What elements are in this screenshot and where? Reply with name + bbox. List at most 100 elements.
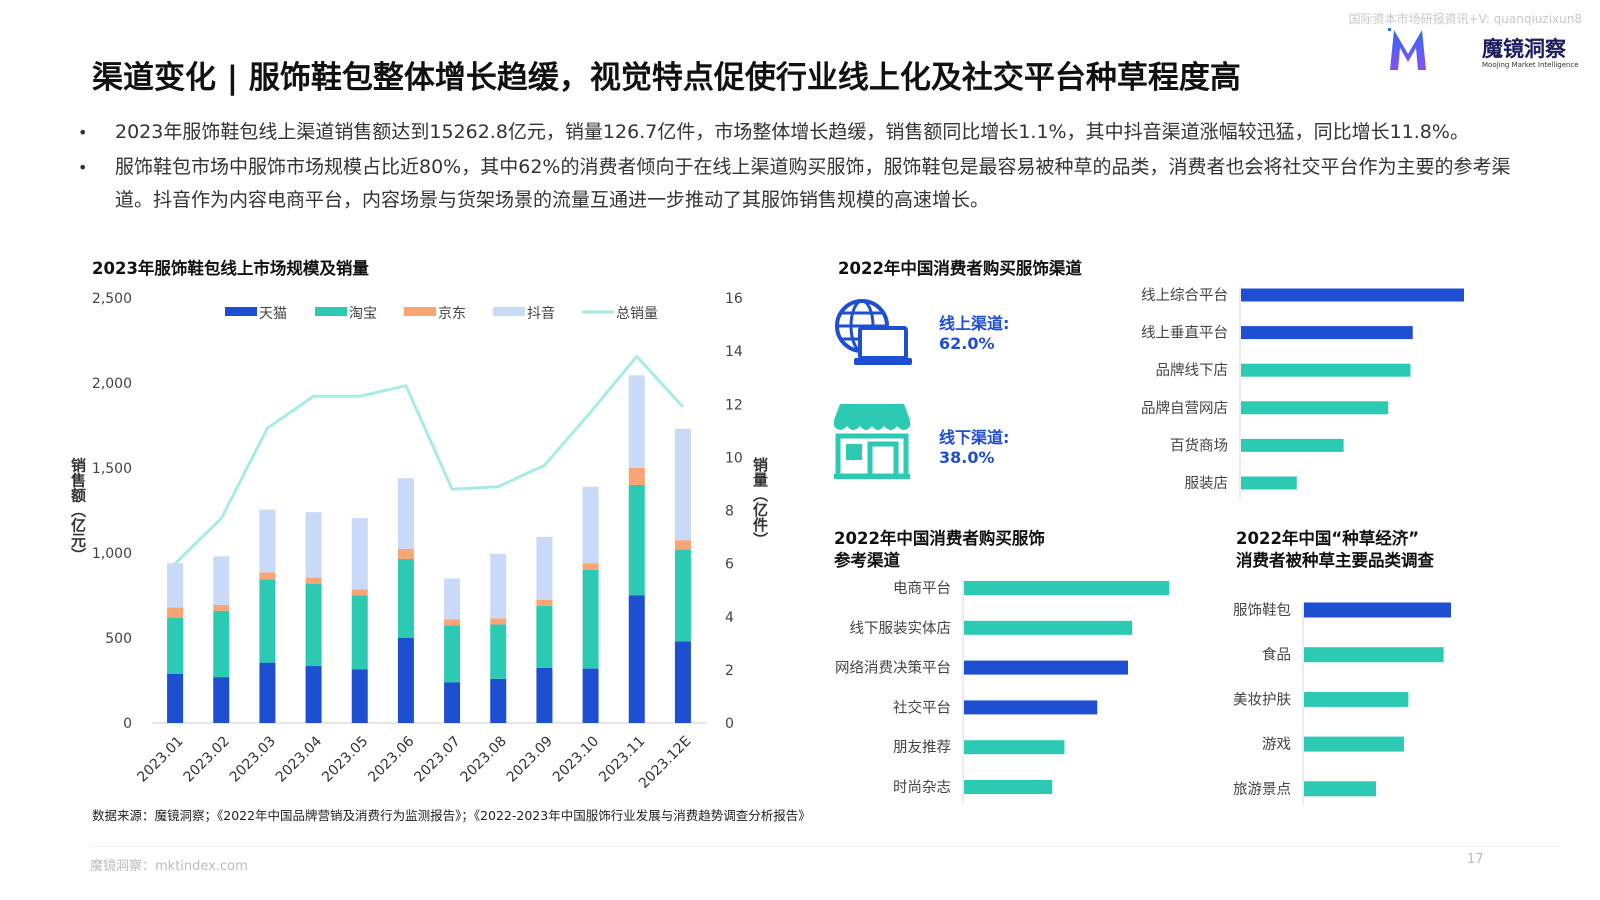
- category-label: 品牌自营网店: [1141, 400, 1228, 417]
- y2-tick-label: 10: [725, 450, 743, 466]
- bar-segment: [628, 595, 645, 723]
- category-label: 社交平台: [893, 698, 951, 716]
- bar: [964, 700, 1098, 715]
- bar-segment: [397, 478, 414, 549]
- y2-tick-label: 14: [725, 344, 743, 360]
- y-tick-label: 500: [105, 631, 132, 647]
- channel-chart-title: 2022年中国消费者购买服饰渠道: [838, 259, 1082, 278]
- x-tick-label: 2023.03: [227, 733, 279, 785]
- category-label: 美妆护肤: [1233, 691, 1291, 708]
- laptop-globe-icon: [835, 299, 912, 365]
- y-tick-label: 0: [123, 716, 132, 732]
- x-tick-label: 2023.07: [411, 733, 463, 785]
- logo-subtitle: Moojing Market Intelligence: [1482, 61, 1579, 69]
- y-axis-title: 销售额（亿元）: [69, 457, 87, 563]
- bar: [1241, 288, 1464, 302]
- bar-segment: [351, 669, 368, 723]
- x-tick-label: 2023.06: [365, 733, 417, 785]
- legend-label: 天猫: [259, 306, 287, 322]
- y-tick-label: 2,500: [92, 291, 132, 307]
- reference-chart-title-line2: 参考渠道: [834, 551, 900, 570]
- bar-segment: [167, 673, 184, 723]
- bar-segment: [582, 486, 599, 564]
- bar: [1304, 647, 1444, 663]
- offline-channel-value: 38.0%: [939, 448, 995, 467]
- y2-tick-label: 2: [725, 663, 734, 679]
- legend-label: 总销量: [616, 306, 658, 322]
- bar-segment: [305, 666, 322, 723]
- y2-tick-label: 16: [725, 291, 743, 307]
- bullet-list: • 2023年服饰鞋包线上渠道销售额达到15262.8亿元，销量126.7亿件，…: [78, 116, 1528, 219]
- category-label: 旅游景点: [1233, 781, 1291, 798]
- bar: [1241, 438, 1344, 452]
- bar-segment: [444, 625, 461, 683]
- bar-segment: [397, 548, 414, 559]
- x-tick-label: 2023.01: [134, 733, 186, 785]
- bar-segment: [536, 599, 553, 606]
- bar-segment: [213, 610, 230, 678]
- bar-segment: [536, 536, 553, 600]
- bar: [964, 620, 1133, 635]
- legend-swatch: [225, 307, 257, 316]
- x-tick-label: 2023.02: [181, 733, 233, 785]
- bar-segment: [305, 512, 322, 578]
- bar-segment: [213, 677, 230, 723]
- bar-segment: [536, 605, 553, 668]
- bar-segment: [167, 563, 184, 608]
- bullet-item: • 2023年服饰鞋包线上渠道销售额达到15262.8亿元，销量126.7亿件，…: [78, 116, 1528, 149]
- x-tick-label: 2023.10: [550, 733, 602, 785]
- bar: [964, 780, 1053, 794]
- seeding-chart-title-line2: 消费者被种草主要品类调查: [1236, 551, 1434, 570]
- category-label: 百货商场: [1170, 437, 1228, 454]
- bar-segment: [167, 607, 184, 618]
- footer-divider: [90, 846, 1560, 847]
- x-tick-label: 2023.05: [319, 733, 371, 785]
- category-label: 线下服装实体店: [850, 620, 952, 637]
- x-tick-label: 2023.09: [504, 733, 556, 785]
- bar: [1304, 691, 1409, 707]
- x-tick-label: 2023.08: [458, 733, 510, 785]
- footer-site: 魔镜洞察：mktindex.com: [90, 859, 248, 874]
- bar-segment: [674, 540, 691, 550]
- y2-tick-label: 0: [725, 716, 734, 732]
- bar-segment: [582, 668, 599, 723]
- page-number: 17: [1467, 852, 1484, 867]
- y-tick-label: 1,500: [92, 461, 132, 477]
- bar-segment: [351, 589, 368, 596]
- offline-channel-label: 线下渠道:: [939, 428, 1010, 447]
- bar: [1241, 326, 1413, 340]
- bar: [1241, 363, 1411, 377]
- y2-tick-label: 4: [725, 610, 734, 626]
- bullet-text: 服饰鞋包市场中服饰市场规模占比近80%，其中62%的消费者倾向于在线上渠道购买服…: [115, 156, 1511, 211]
- market-size-chart: 2,500 2,000 1,500 1,000 500 0 16 14 12 10 8 6 4 2 0 销售额…: [69, 291, 769, 792]
- legend-label: 淘宝: [349, 306, 377, 322]
- bar-segment: [351, 518, 368, 590]
- bullet-dot-icon: •: [78, 158, 88, 177]
- watermark: 国际资本市场研报资讯+V: quanqiuzixun8: [1348, 12, 1582, 26]
- online-channel-value: 62.0%: [939, 334, 995, 353]
- bar-segment: [444, 682, 461, 723]
- bar-segment: [444, 619, 461, 626]
- bar-segment: [213, 604, 230, 611]
- y2-tick-label: 6: [725, 557, 734, 573]
- storefront-icon: [834, 404, 910, 479]
- market-chart-title: 2023年服饰鞋包线上市场规模及销量: [92, 259, 369, 278]
- bar: [1304, 781, 1377, 797]
- bar-segment: [397, 558, 414, 638]
- bar-segment: [351, 595, 368, 670]
- bar-segment: [397, 638, 414, 723]
- online-channel-label: 线上渠道:: [939, 314, 1010, 333]
- bar: [1241, 401, 1389, 415]
- y-tick-label: 1,000: [92, 546, 132, 562]
- legend-swatch: [493, 307, 525, 316]
- seeding-chart-title-line1: 2022年中国“种草经济”: [1236, 529, 1420, 548]
- bar-segment: [628, 375, 645, 468]
- category-label: 游戏: [1262, 736, 1291, 753]
- bar-segment: [490, 678, 507, 723]
- bar-segment: [305, 583, 322, 667]
- y-tick-label: 2,000: [92, 376, 132, 392]
- category-label: 时尚杂志: [893, 779, 951, 796]
- bar-segment: [582, 563, 599, 570]
